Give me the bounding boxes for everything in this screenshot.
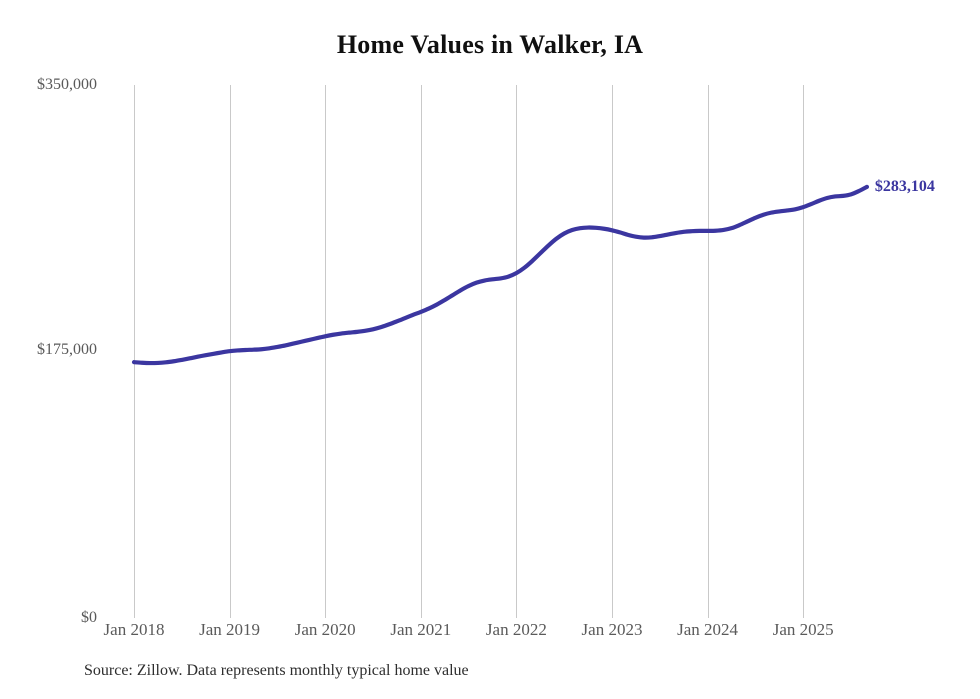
series-line-typical-home-value [131, 184, 870, 366]
x-axis-tick-jan-2025: Jan 2025 [772, 620, 834, 639]
y-axis-tick-zero: $0 [81, 609, 97, 626]
y-axis-tick-top: $350,000 [37, 76, 97, 93]
page-title: Home Values in Walker, IA [336, 30, 644, 59]
series-end-value-label: $283,104 [874, 177, 935, 195]
y-axis-tick-mid: $175,000 [37, 341, 97, 358]
x-axis-tick-jan-2024: Jan 2024 [677, 620, 739, 639]
x-axis-tick-jan-2019: Jan 2019 [199, 620, 261, 639]
x-axis-tick-jan-2020: Jan 2020 [294, 620, 356, 639]
x-axis-tick-jan-2021: Jan 2021 [390, 620, 452, 639]
x-axis-tick-jan-2023: Jan 2023 [581, 620, 643, 639]
x-axis-tick-jan-2018: Jan 2018 [103, 620, 165, 639]
x-axis-tick-jan-2022: Jan 2022 [485, 620, 547, 639]
source-note: Source: Zillow. Data represents monthly … [84, 662, 469, 679]
